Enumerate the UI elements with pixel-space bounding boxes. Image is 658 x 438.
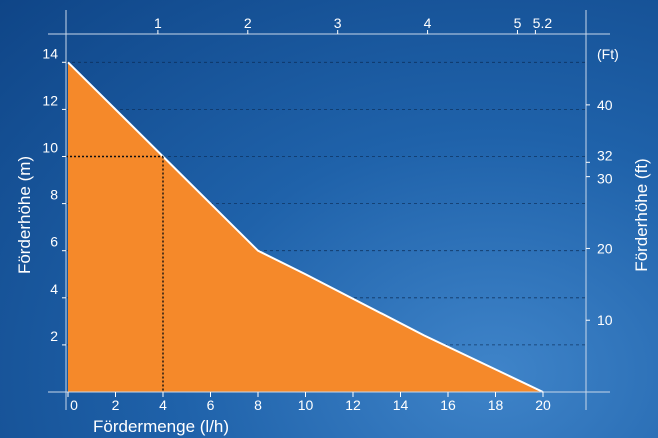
top-tick-label: 3 xyxy=(334,15,342,31)
x-tick-label: 20 xyxy=(535,397,551,413)
right-tick-label: 32 xyxy=(597,147,613,163)
y-tick-label: 12 xyxy=(42,92,58,108)
x-tick-label: 0 xyxy=(70,397,78,413)
y-tick-label: 2 xyxy=(50,328,58,344)
top-axis-ticks: 1 2 3 4 5 5.2 xyxy=(154,15,552,34)
x-tick-label: 4 xyxy=(159,397,167,413)
x-axis-title: Fördermenge (l/h) xyxy=(93,417,229,436)
y-tick-label: 6 xyxy=(50,234,58,250)
top-tick-label: 2 xyxy=(244,15,252,31)
right-axis-ticks: 10 20 30 32 40 xyxy=(586,97,613,328)
x-tick-label: 2 xyxy=(112,397,120,413)
x-tick-label: 14 xyxy=(393,397,409,413)
y-axis-ticks: 2 4 6 8 10 12 14 xyxy=(42,45,66,345)
right-tick-label: 30 xyxy=(597,171,613,187)
area-fill xyxy=(68,62,543,392)
x-tick-label: 12 xyxy=(345,397,361,413)
x-tick-label: 16 xyxy=(440,397,456,413)
y-tick-label: 14 xyxy=(42,45,58,61)
right-axis-title: Förderhöhe (ft) xyxy=(632,158,651,271)
top-tick-label: 1 xyxy=(154,15,162,31)
right-tick-label: 20 xyxy=(597,240,613,256)
x-tick-label: 10 xyxy=(298,397,314,413)
right-axis-unit: (Ft) xyxy=(597,46,619,62)
top-tick-label: 5 xyxy=(514,15,522,31)
right-tick-label: 40 xyxy=(597,97,613,113)
x-tick-label: 18 xyxy=(488,397,504,413)
y-tick-label: 4 xyxy=(50,281,58,297)
y-axis-title: Förderhöhe (m) xyxy=(15,156,34,274)
y-tick-label: 10 xyxy=(42,140,58,156)
right-tick-label: 10 xyxy=(597,312,613,328)
y-tick-label: 8 xyxy=(50,187,58,203)
x-tick-label: 8 xyxy=(254,397,262,413)
x-axis-ticks: 0 2 4 6 8 10 12 14 16 18 20 xyxy=(68,392,551,413)
top-tick-label: 5.2 xyxy=(533,15,553,31)
x-tick-label: 6 xyxy=(207,397,215,413)
top-tick-label: 4 xyxy=(424,15,432,31)
